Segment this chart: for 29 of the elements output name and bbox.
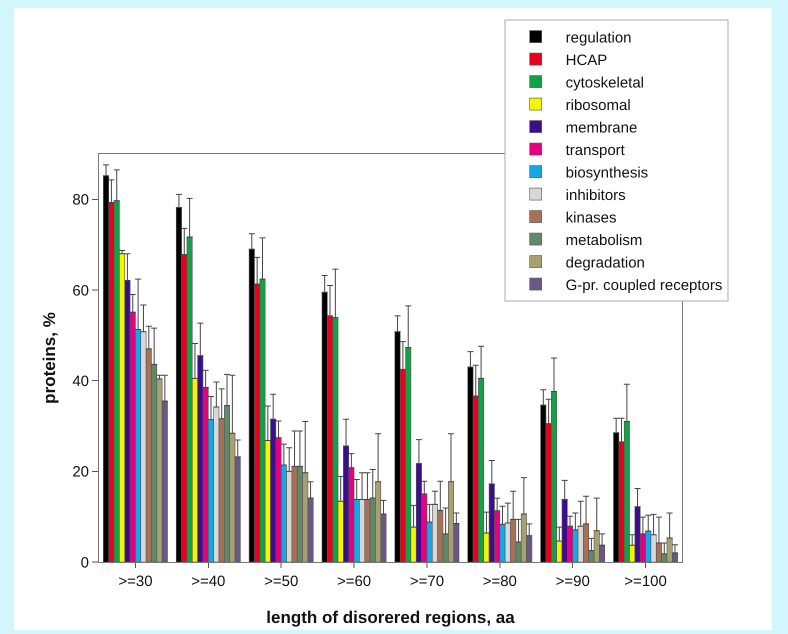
x-tick-label: >=70 xyxy=(410,573,444,590)
legend-label: inhibitors xyxy=(566,186,626,204)
bar xyxy=(103,175,110,562)
y-axis-title: proteins, % xyxy=(40,312,59,404)
x-tick-label: >=60 xyxy=(336,573,372,590)
legend-label: biosynthesis xyxy=(566,164,648,182)
legend-label: transport xyxy=(566,142,626,159)
legend-label: kinases xyxy=(566,209,616,226)
x-tick-label: >=100 xyxy=(624,573,667,590)
legend-label: metabolism xyxy=(566,232,642,249)
y-tick-label: 20 xyxy=(72,464,89,481)
legend-label: membrane xyxy=(566,119,638,136)
y-tick-label: 60 xyxy=(72,282,89,300)
x-axis-title: length of disorered regions, aa xyxy=(266,608,516,627)
legend-label: degradation xyxy=(566,254,645,272)
legend-label: ribosomal xyxy=(566,96,631,114)
bar xyxy=(394,331,401,562)
legend-label: regulation xyxy=(566,29,632,46)
y-tick-label: 80 xyxy=(72,192,89,209)
y-tick-label: 0 xyxy=(80,554,89,572)
legend-label: G-pr. coupled receptors xyxy=(566,276,722,294)
x-tick-label: >=50 xyxy=(264,573,298,590)
x-tick-label: >=30 xyxy=(118,573,153,590)
legend-label: HCAP xyxy=(566,52,608,69)
x-tick-label: >=40 xyxy=(191,573,226,590)
y-tick-label: 40 xyxy=(72,372,89,390)
legend-label: cytoskeletal xyxy=(566,74,644,92)
x-tick-label: >=80 xyxy=(482,573,517,590)
x-tick-label: >=90 xyxy=(556,573,590,590)
